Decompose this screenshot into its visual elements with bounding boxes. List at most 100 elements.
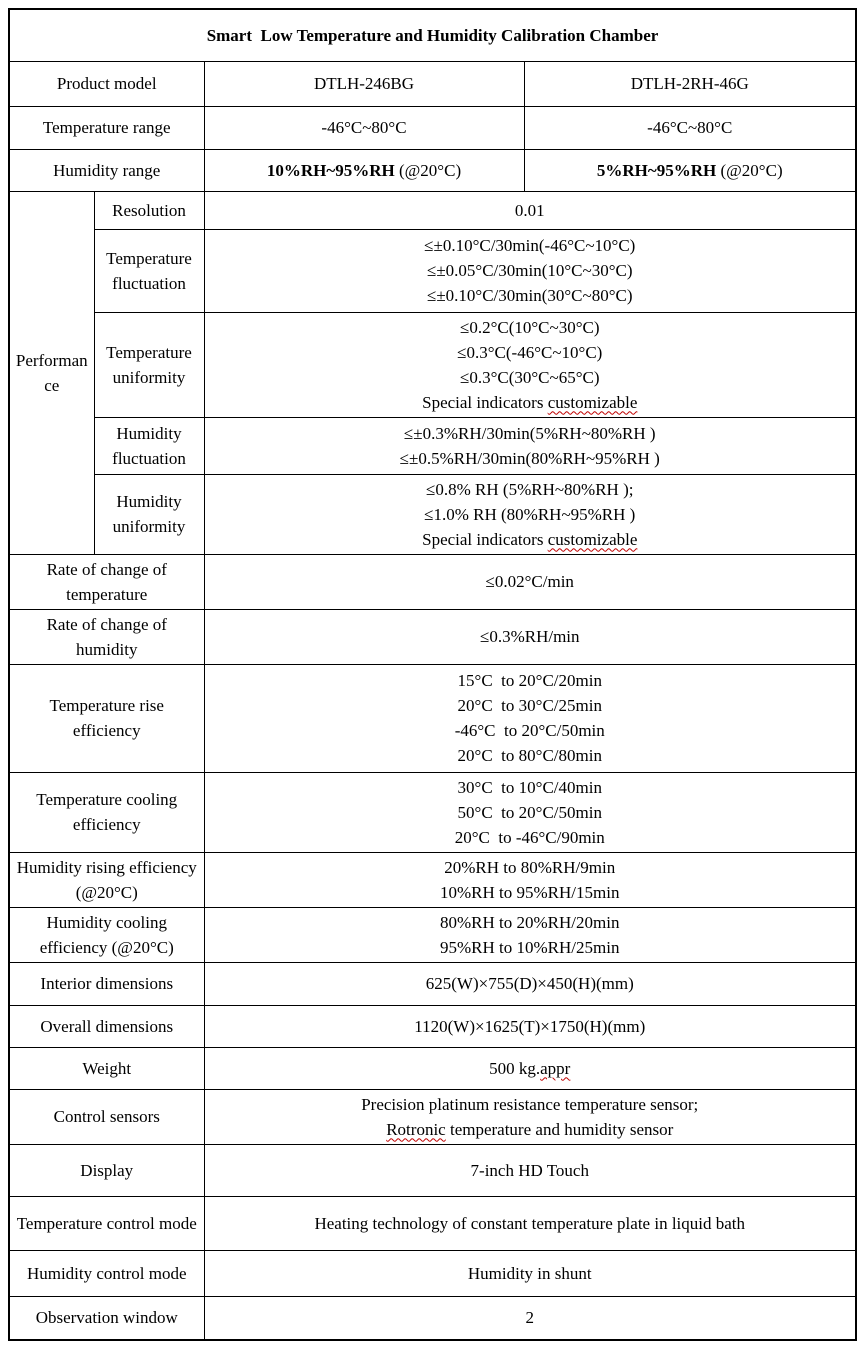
row-control-sensors: Control sensors Precision platinum resis… (8, 1088, 857, 1145)
row-temperature-control-mode: Temperature control mode Heating technol… (8, 1195, 857, 1251)
temp-fluctuation-line-3: ≤±0.10°C/30min(30°C~80°C) (426, 286, 633, 305)
value-overall-dimensions: 1120(W)×1625(T)×1750(H)(mm) (203, 1004, 857, 1048)
label-interior-dimensions: Interior dimensions (8, 961, 205, 1006)
value-rate-temperature: ≤0.02°C/min (203, 553, 857, 610)
label-temp-cooling: Temperature cooling efficiency (8, 771, 205, 853)
humidity-range-1-note: (@20°C) (394, 160, 462, 180)
row-interior-dimensions: Interior dimensions 625(W)×755(D)×450(H)… (8, 961, 857, 1006)
control-sensors-squiggle: Rotronic (386, 1119, 446, 1139)
row-temperature-rise-efficiency: Temperature rise efficiency 15°C to 20°C… (8, 663, 857, 773)
humidity-range-1-bold: 10%RH~95%RH (266, 160, 395, 180)
label-humidity-range: Humidity range (8, 148, 205, 192)
row-overall-dimensions: Overall dimensions 1120(W)×1625(T)×1750(… (8, 1004, 857, 1048)
humidity-range-2-note: (@20°C) (716, 160, 783, 180)
label-control-sensors: Control sensors (8, 1088, 205, 1145)
humidity-uniformity-line-2: ≤1.0% RH (80%RH~95%RH ) (424, 504, 636, 524)
control-sensors-line-2: Rotronic temperature and humidity sensor (209, 1117, 852, 1142)
row-humidity-range: Humidity range 10%RH~95%RH (@20°C) 5%RH~… (8, 148, 857, 192)
label-temperature-uniformity: Temperature uniformity (93, 311, 205, 418)
label-temperature-range: Temperature range (8, 105, 205, 150)
label-display: Display (8, 1143, 205, 1197)
value-humidity-rising: 20%RH to 80%RH/9min 10%RH to 95%RH/15min (203, 851, 857, 908)
temp-rise-line-1: 15°C to 20°C/20min (457, 671, 602, 690)
value-rate-humidity: ≤0.3%RH/min (203, 608, 857, 665)
control-sensors-line-1: Precision platinum resistance temperatur… (361, 1094, 699, 1114)
value-temperature-fluctuation: ≤±0.10°C/30min(-46°C~10°C) ≤±0.05°C/30mi… (203, 228, 857, 313)
label-product-model: Product model (8, 60, 205, 107)
value-humidity-range-1: 10%RH~95%RH (@20°C) (203, 148, 525, 192)
humidity-cooling-line-2: 95%RH to 10%RH/25min (440, 937, 620, 957)
value-product-model-1: DTLH-246BG (203, 60, 525, 107)
row-humidity-fluctuation: Humidity fluctuation ≤±0.3%RH/30min(5%RH… (9, 416, 857, 475)
row-resolution: Performance Resolution 0.01 (8, 190, 857, 555)
humidity-range-2-bold: 5%RH~95%RH (596, 160, 717, 180)
spec-table: Smart Low Temperature and Humidity Calib… (8, 8, 857, 1341)
value-humidity-cooling: 80%RH to 20%RH/20min 95%RH to 10%RH/25mi… (203, 906, 857, 963)
value-control-sensors: Precision platinum resistance temperatur… (203, 1088, 857, 1145)
row-humidity-uniformity: Humidity uniformity ≤0.8% RH (5%RH~80%RH… (9, 473, 857, 555)
value-humidity-control-mode: Humidity in shunt (203, 1249, 857, 1297)
temp-uniformity-line-1: ≤0.2°C(10°C~30°C) (459, 317, 600, 337)
value-temp-cooling: 30°C to 10°C/40min 50°C to 20°C/50min 20… (203, 771, 857, 853)
row-title: Smart Low Temperature and Humidity Calib… (8, 8, 857, 62)
humidity-uniformity-note-prefix: Special indicators (422, 529, 548, 549)
temp-cooling-line-3: 20°C to -46°C/90min (454, 827, 605, 847)
label-overall-dimensions: Overall dimensions (8, 1004, 205, 1048)
row-product-model: Product model DTLH-246BG DTLH-2RH-46G (8, 60, 857, 107)
temp-cooling-line-1: 30°C to 10°C/40min (457, 777, 602, 797)
value-weight: 500 kg.appr (203, 1046, 857, 1090)
humidity-fluctuation-line-2: ≤±0.5%RH/30min(80%RH~95%RH ) (399, 448, 660, 468)
label-humidity-fluctuation: Humidity fluctuation (93, 416, 205, 475)
value-resolution: 0.01 (203, 190, 857, 230)
humidity-cooling-line-1: 80%RH to 20%RH/20min (440, 912, 620, 932)
value-temp-control-mode: Heating technology of constant temperatu… (203, 1195, 857, 1251)
label-humidity-control-mode: Humidity control mode (8, 1249, 205, 1297)
temp-uniformity-line-2: ≤0.3°C(-46°C~10°C) (457, 342, 603, 362)
label-resolution: Resolution (93, 190, 205, 230)
weight-value-prefix: 500 kg. (489, 1058, 541, 1078)
page-title: Smart Low Temperature and Humidity Calib… (8, 8, 857, 62)
value-temp-rise: 15°C to 20°C/20min 20°C to 30°C/25min -4… (203, 663, 857, 773)
row-temperature-cooling-efficiency: Temperature cooling efficiency 30°C to 1… (8, 771, 857, 853)
value-humidity-fluctuation: ≤±0.3%RH/30min(5%RH~80%RH ) ≤±0.5%RH/30m… (203, 416, 857, 475)
temp-rise-line-3: -46°C to 20°C/50min (454, 721, 605, 740)
temp-rise-line-2: 20°C to 30°C/25min (457, 696, 602, 715)
row-humidity-rising-efficiency: Humidity rising efficiency (@20°C) 20%RH… (8, 851, 857, 908)
temp-fluctuation-line-1: ≤±0.10°C/30min(-46°C~10°C) (424, 236, 636, 255)
row-weight: Weight 500 kg.appr (8, 1046, 857, 1090)
value-humidity-uniformity: ≤0.8% RH (5%RH~80%RH ); ≤1.0% RH (80%RH~… (203, 473, 857, 555)
label-observation-window: Observation window (8, 1295, 205, 1341)
row-temperature-fluctuation: Temperature fluctuation ≤±0.10°C/30min(-… (9, 228, 857, 313)
temp-uniformity-note: Special indicators customizable (209, 390, 852, 415)
row-rate-of-change-temperature: Rate of change of temperature ≤0.02°C/mi… (8, 553, 857, 610)
humidity-rising-line-2: 10%RH to 95%RH/15min (440, 882, 620, 902)
label-performance: Performance (8, 190, 95, 555)
label-temp-rise: Temperature rise efficiency (8, 663, 205, 773)
value-interior-dimensions: 625(W)×755(D)×450(H)(mm) (203, 961, 857, 1006)
value-product-model-2: DTLH-2RH-46G (523, 60, 857, 107)
temp-rise-line-4: 20°C to 80°C/80min (457, 746, 602, 765)
label-temperature-fluctuation: Temperature fluctuation (93, 228, 205, 313)
label-temp-control-mode: Temperature control mode (8, 1195, 205, 1251)
temp-uniformity-line-3: ≤0.3°C(30°C~65°C) (459, 367, 600, 387)
row-display: Display 7-inch HD Touch (8, 1143, 857, 1197)
temp-fluctuation-line-2: ≤±0.05°C/30min(10°C~30°C) (426, 261, 633, 280)
row-temperature-uniformity: Temperature uniformity ≤0.2°C(10°C~30°C)… (9, 311, 857, 418)
humidity-fluctuation-line-1: ≤±0.3%RH/30min(5%RH~80%RH ) (403, 423, 656, 443)
value-temperature-range-1: -46°C~80°C (203, 105, 525, 150)
value-temperature-uniformity: ≤0.2°C(10°C~30°C) ≤0.3°C(-46°C~10°C) ≤0.… (203, 311, 857, 418)
value-display: 7-inch HD Touch (203, 1143, 857, 1197)
weight-value-squiggle: appr (540, 1058, 571, 1078)
temp-cooling-line-2: 50°C to 20°C/50min (457, 802, 602, 822)
control-sensors-line-2-rest: temperature and humidity sensor (445, 1119, 674, 1139)
row-temperature-range: Temperature range -46°C~80°C -46°C~80°C (8, 105, 857, 150)
value-temperature-range-2: -46°C~80°C (523, 105, 857, 150)
label-humidity-cooling: Humidity cooling efficiency (@20°C) (8, 906, 205, 963)
label-weight: Weight (8, 1046, 205, 1090)
row-humidity-cooling-efficiency: Humidity cooling efficiency (@20°C) 80%R… (8, 906, 857, 963)
value-humidity-range-2: 5%RH~95%RH (@20°C) (523, 148, 857, 192)
label-humidity-uniformity: Humidity uniformity (93, 473, 205, 555)
label-rate-humidity: Rate of change of humidity (8, 608, 205, 665)
label-humidity-rising: Humidity rising efficiency (@20°C) (8, 851, 205, 908)
row-humidity-control-mode: Humidity control mode Humidity in shunt (8, 1249, 857, 1297)
